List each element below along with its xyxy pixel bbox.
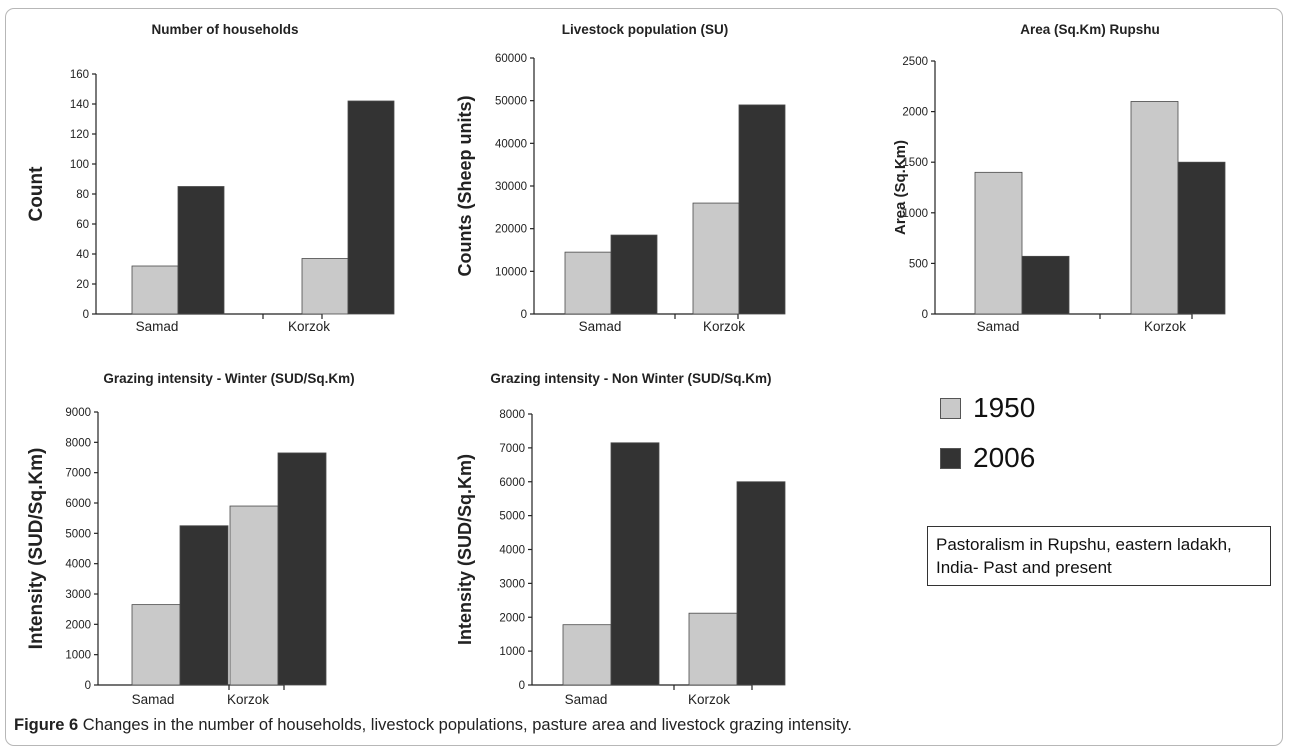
- y-tick-label: 7000: [499, 443, 525, 455]
- bar-2006-korzok: [1177, 161, 1226, 315]
- chart-title: Number of households: [151, 22, 298, 37]
- x-category-label: Korzok: [703, 319, 745, 334]
- bar-1950-samad: [974, 171, 1023, 315]
- y-tick-label: 1000: [499, 646, 525, 658]
- y-tick-label: 500: [909, 258, 928, 270]
- bar-1950-korzok: [688, 612, 738, 686]
- y-tick-label: 30000: [495, 181, 527, 193]
- y-tick-label: 40000: [495, 138, 527, 150]
- y-tick-label: 160: [70, 69, 89, 81]
- y-tick-label: 80: [76, 189, 89, 201]
- bar-2006-samad: [177, 186, 225, 315]
- legend-swatch-2006: [940, 447, 961, 469]
- y-tick-label: 8000: [499, 409, 525, 421]
- legend-label-1950: 1950: [973, 392, 1036, 423]
- bar-1950-samad: [131, 265, 179, 315]
- x-category-label: Samad: [132, 692, 175, 707]
- bar-2006-korzok: [347, 100, 395, 315]
- y-tick-label: 4000: [65, 559, 91, 571]
- y-tick-label: 0: [85, 680, 91, 692]
- y-tick-label: 0: [922, 309, 928, 321]
- y-tick-label: 50000: [495, 96, 527, 108]
- legend-item-1950: 1950: [940, 390, 1140, 426]
- y-tick-label: 1500: [902, 157, 928, 169]
- y-tick-label: 6000: [65, 498, 91, 510]
- bar-2006-korzok: [738, 104, 786, 315]
- bar-1950-korzok: [692, 202, 740, 315]
- y-tick-label: 10000: [495, 266, 527, 278]
- bar-2006-samad: [1021, 255, 1070, 315]
- y-tick-label: 2000: [902, 107, 928, 119]
- chart-title: Livestock population (SU): [562, 22, 729, 37]
- caption-text: Changes in the number of households, liv…: [82, 716, 853, 734]
- x-category-label: Korzok: [1144, 319, 1186, 334]
- x-category-label: Samad: [977, 319, 1020, 334]
- y-tick-label: 2000: [65, 619, 91, 631]
- chart-title: Area (Sq.Km) Rupshu: [1020, 22, 1160, 37]
- y-tick-label: 60: [76, 219, 89, 231]
- figure-caption: Figure 6 Changes in the number of househ…: [14, 716, 1274, 735]
- y-tick-label: 0: [519, 680, 525, 692]
- y-tick-label: 140: [70, 99, 89, 111]
- bar-2006-korzok: [736, 481, 786, 686]
- bar-1950-korzok: [301, 258, 349, 315]
- bar-2006-samad: [179, 525, 229, 686]
- y-tick-label: 2000: [499, 612, 525, 624]
- bar-2006-samad: [610, 234, 658, 315]
- bar-1950-korzok: [1130, 101, 1179, 315]
- legend-swatch-1950: [940, 397, 961, 419]
- y-tick-label: 0: [521, 309, 527, 321]
- bar-2006-korzok: [277, 452, 327, 686]
- y-tick-label: 2500: [902, 56, 928, 68]
- y-tick-label: 7000: [65, 468, 91, 480]
- bar-1950-korzok: [229, 505, 279, 686]
- legend-item-2006: 2006: [940, 440, 1140, 476]
- x-category-label: Korzok: [288, 319, 330, 334]
- caption-label: Figure 6: [14, 716, 79, 734]
- x-category-label: Samad: [565, 692, 608, 707]
- y-tick-label: 40: [76, 249, 89, 261]
- description-box: Pastoralism in Rupshu, eastern ladakh, I…: [927, 526, 1271, 586]
- chart-title: Grazing intensity - Winter (SUD/Sq.Km): [103, 371, 354, 386]
- y-tick-label: 1000: [65, 650, 91, 662]
- y-tick-label: 3000: [65, 589, 91, 601]
- y-tick-label: 1000: [902, 208, 928, 220]
- x-category-label: Samad: [136, 319, 179, 334]
- y-tick-label: 8000: [65, 437, 91, 449]
- legend: 1950 2006: [940, 390, 1140, 490]
- y-tick-label: 120: [70, 129, 89, 141]
- y-tick-label: 9000: [65, 407, 91, 419]
- bar-1950-samad: [564, 251, 612, 315]
- y-axis-label: Intensity (SUD/Sq.Km): [455, 454, 475, 645]
- y-tick-label: 5000: [65, 528, 91, 540]
- y-axis-label: Count: [26, 166, 47, 222]
- y-tick-label: 60000: [495, 53, 527, 65]
- y-axis-label: Area (Sq.Km): [892, 140, 909, 235]
- y-tick-label: 5000: [499, 511, 525, 523]
- y-axis-label: Intensity (SUD/Sq.Km): [26, 448, 47, 650]
- y-tick-label: 6000: [499, 477, 525, 489]
- x-category-label: Samad: [579, 319, 622, 334]
- y-axis-label: Counts (Sheep units): [455, 96, 475, 277]
- x-category-label: Korzok: [688, 692, 730, 707]
- chart-title: Grazing intensity - Non Winter (SUD/Sq.K…: [490, 371, 771, 386]
- x-category-label: Korzok: [227, 692, 269, 707]
- legend-label-2006: 2006: [973, 442, 1036, 473]
- y-tick-label: 20: [76, 279, 89, 291]
- y-tick-label: 4000: [499, 545, 525, 557]
- y-tick-label: 0: [83, 309, 89, 321]
- y-tick-label: 3000: [499, 578, 525, 590]
- bar-1950-samad: [562, 624, 612, 686]
- bar-2006-samad: [610, 442, 660, 686]
- y-tick-label: 100: [70, 159, 89, 171]
- y-tick-label: 20000: [495, 224, 527, 236]
- bar-1950-samad: [131, 604, 181, 686]
